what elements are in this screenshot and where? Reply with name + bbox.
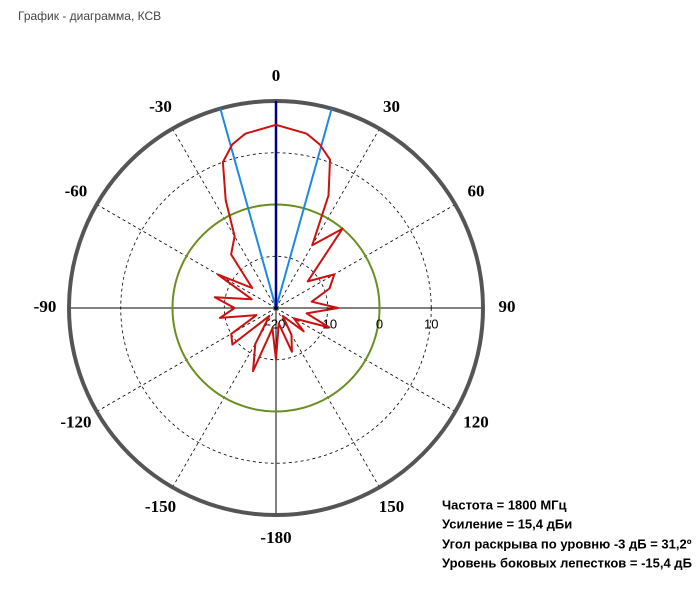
- beam-line: [275, 108, 333, 309]
- angle-label: 30: [383, 97, 400, 116]
- info-line: Уровень боковых лепестков = -15,4 дБ: [442, 555, 692, 570]
- r-tick-label: -10: [318, 316, 337, 331]
- angle-label: -60: [65, 181, 88, 200]
- info-line: Частота = 1800 МГц: [442, 497, 567, 512]
- info-line: Угол раскрыва по уровню -3 дБ = 31,2º: [442, 536, 692, 551]
- angle-label: -90: [34, 297, 57, 316]
- angle-label: -150: [145, 497, 176, 516]
- angle-label: 150: [379, 497, 405, 516]
- r-tick-label: -20: [267, 316, 286, 331]
- page-title: График - диаграмма, КСВ: [18, 9, 161, 23]
- beam-line: [219, 108, 277, 309]
- angle-label: 60: [468, 181, 485, 200]
- angle-label: -120: [60, 412, 91, 431]
- info-line: Усиление = 15,4 дБи: [442, 516, 572, 531]
- angle-label: -30: [149, 97, 172, 116]
- angle-label: 90: [499, 297, 516, 316]
- angle-label: -180: [260, 528, 291, 547]
- pattern-line: [213, 123, 344, 373]
- angle-label: 120: [463, 412, 489, 431]
- r-tick-label: 10: [424, 316, 438, 331]
- r-tick-label: 0: [376, 316, 383, 331]
- angle-label: 0: [272, 66, 281, 85]
